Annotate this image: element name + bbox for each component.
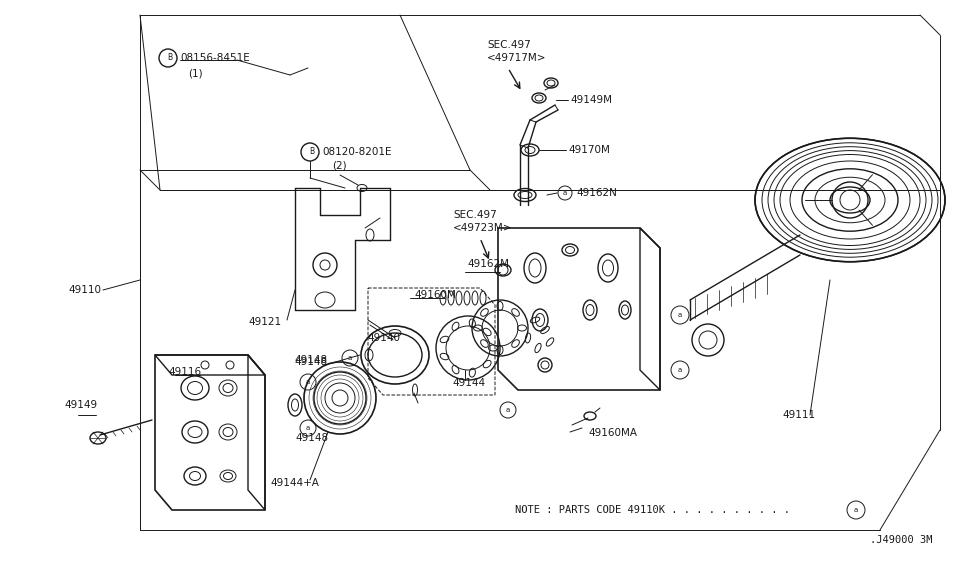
Text: 49110: 49110 xyxy=(68,285,101,295)
Text: 49148: 49148 xyxy=(294,357,328,367)
Text: <49717M>: <49717M> xyxy=(487,53,547,63)
Text: SEC.497: SEC.497 xyxy=(453,210,496,220)
Text: 49140: 49140 xyxy=(367,333,400,343)
Text: 49170M: 49170M xyxy=(568,145,610,155)
Text: B: B xyxy=(309,148,315,157)
Text: SEC.497: SEC.497 xyxy=(487,40,530,50)
Text: 49116: 49116 xyxy=(168,367,201,377)
Text: 49149: 49149 xyxy=(64,400,98,410)
Text: .J49000 3M: .J49000 3M xyxy=(870,535,932,545)
Text: 49144+A: 49144+A xyxy=(270,478,319,488)
Text: a: a xyxy=(306,379,310,385)
Text: a: a xyxy=(678,367,682,373)
Text: 08156-8451E: 08156-8451E xyxy=(180,53,250,63)
Text: 49148: 49148 xyxy=(295,433,329,443)
Text: 49144: 49144 xyxy=(452,378,486,388)
Text: 49148: 49148 xyxy=(294,355,328,365)
Text: a: a xyxy=(678,312,682,318)
Text: <49723M>: <49723M> xyxy=(453,223,513,233)
Text: 49160M: 49160M xyxy=(414,290,456,300)
Text: 08120-8201E: 08120-8201E xyxy=(322,147,392,157)
Text: (1): (1) xyxy=(188,69,203,79)
Text: (2): (2) xyxy=(332,161,347,171)
Text: a: a xyxy=(348,355,352,361)
Text: a: a xyxy=(306,425,310,431)
Text: a: a xyxy=(854,507,858,513)
Text: 49121: 49121 xyxy=(248,317,281,327)
Text: 49160MA: 49160MA xyxy=(588,428,637,438)
Text: a: a xyxy=(506,407,510,413)
Text: a: a xyxy=(563,190,567,196)
Text: NOTE : PARTS CODE 49110K . . . . . . . . . .: NOTE : PARTS CODE 49110K . . . . . . . .… xyxy=(515,505,790,515)
Text: B: B xyxy=(168,54,173,62)
Text: 49149M: 49149M xyxy=(570,95,612,105)
Text: 49162M: 49162M xyxy=(467,259,509,269)
Text: 49162N: 49162N xyxy=(576,188,617,198)
Text: 49111: 49111 xyxy=(782,410,815,420)
